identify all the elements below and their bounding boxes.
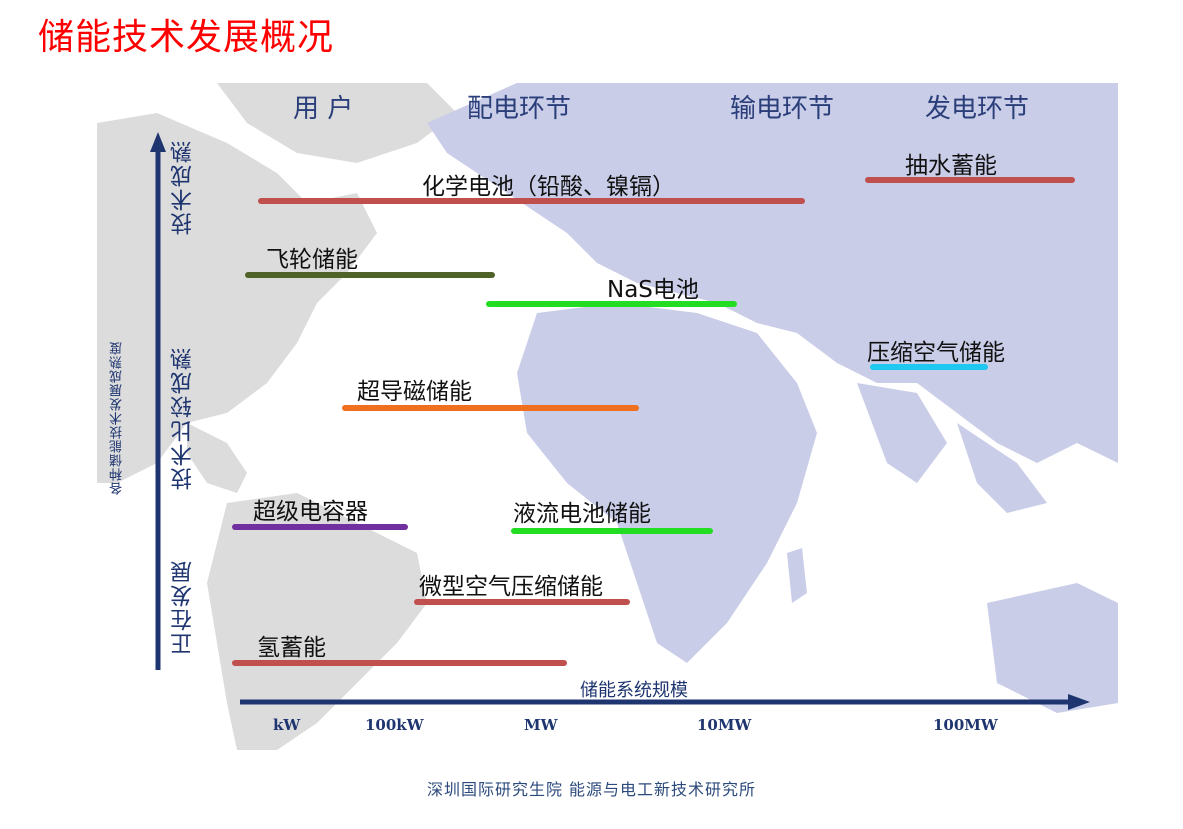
tech-bar-nas-battery [486, 301, 737, 307]
tech-label-supercapacitor: 超级电容器 [253, 499, 368, 525]
stage-distribution: 配电环节 [467, 94, 572, 124]
tech-label-micro-caes: 微型空气压缩储能 [419, 574, 603, 600]
tech-bar-supercapacitor [232, 524, 408, 530]
stage-transmission: 输电环节 [730, 94, 835, 124]
tech-bar-smes [342, 405, 639, 411]
tech-label-flow-battery: 液流电池储能 [513, 501, 651, 527]
tech-label-pumped-hydro: 抽水蓄能 [905, 153, 997, 179]
x-axis-title: 储能系统规模 [580, 680, 688, 701]
x-tick-mw: MW [524, 716, 558, 734]
tech-bar-micro-caes [414, 599, 630, 605]
tech-label-chemical-battery: 化学电池（铅酸、镍镉） [422, 174, 675, 200]
page-title: 储能技术发展概况 [38, 17, 335, 58]
tech-label-nas-battery: NaS电池 [607, 277, 699, 303]
tech-label-flywheel: 飞轮储能 [266, 247, 358, 273]
stage-generation: 发电环节 [925, 94, 1030, 124]
y-axis-arrow [150, 132, 166, 152]
x-axis-arrow [1068, 694, 1090, 710]
maturity-mature: 技术成熟 [171, 139, 196, 236]
x-tick-100mw: 100MW [933, 716, 998, 734]
world-map-background [97, 83, 1118, 750]
maturity-developing: 正在发展 [171, 559, 196, 656]
tech-label-smes: 超导磁储能 [357, 379, 472, 405]
y-axis-title: 各种储能技术发展成熟度 [110, 341, 125, 495]
x-tick-kw: kW [273, 716, 301, 734]
tech-bar-pumped-hydro [865, 177, 1075, 183]
x-tick-100kw: 100kW [365, 716, 424, 734]
tech-bar-compressed-air [870, 364, 988, 370]
tech-bar-hydrogen [232, 660, 567, 666]
tech-label-compressed-air: 压缩空气储能 [867, 340, 1005, 366]
maturity-fairly-mature: 技术比较成熟 [171, 346, 196, 490]
tech-bar-chemical-battery [258, 198, 805, 204]
world-map-svg [97, 83, 1118, 750]
x-tick-10mw: 10MW [697, 716, 752, 734]
tech-label-hydrogen: 氢蓄能 [257, 635, 326, 661]
tech-bar-flywheel [245, 272, 495, 278]
tech-bar-flow-battery [511, 528, 713, 534]
stage-user: 用 户 [293, 94, 354, 124]
footer-institution: 深圳国际研究生院 能源与电工新技术研究所 [426, 780, 757, 799]
